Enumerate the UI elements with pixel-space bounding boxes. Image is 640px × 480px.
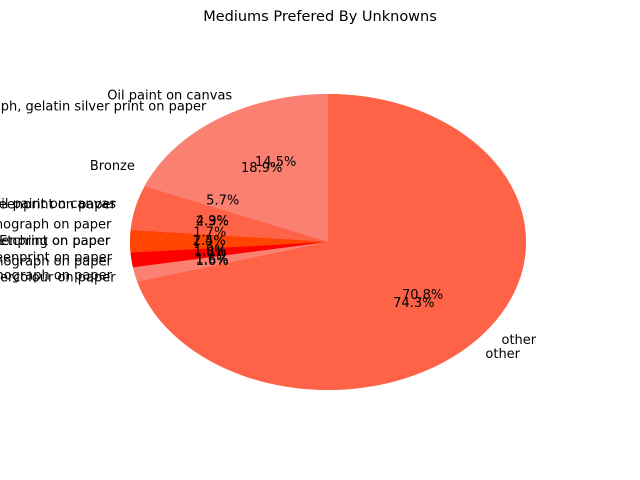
slice-pct-1-4: 1.6% xyxy=(196,254,229,269)
slice-label-0-3: Lithograph on paper xyxy=(0,218,112,233)
extra-label-0: Screenprint on paper xyxy=(0,251,113,266)
chart-title: Mediums Prefered By Unknowns xyxy=(203,9,437,25)
pie-slices xyxy=(129,93,527,391)
slice-label-1-5: other xyxy=(502,333,537,348)
extra-pct-0: 1.9% xyxy=(193,244,226,259)
slice-label-1-3: Lithograph on paper xyxy=(0,254,112,269)
slice-pct-1-0: 18.9% xyxy=(241,161,282,176)
slice-label-0-5: other xyxy=(485,347,520,362)
pie-slice-1-1 xyxy=(130,186,328,242)
slice-label-0-2: Screenprint on paper xyxy=(0,198,117,213)
slice-label-1-1: Oil paint on canvas xyxy=(0,197,116,212)
slice-pct-0-2: 2.3% xyxy=(196,214,229,229)
slice-label-1-0: Photograph, gelatin silver print on pape… xyxy=(0,100,207,115)
slice-pct-0-1: 5.7% xyxy=(206,193,239,208)
slice-label-0-4: Etching on paper xyxy=(0,234,111,249)
slice-pct-0-3: 1.7% xyxy=(193,225,226,240)
slice-pct-1-2: 2.4% xyxy=(193,234,226,249)
slice-label-1-2: Screenprint on paper xyxy=(0,234,111,249)
slice-label-0-0: Oil paint on canvas xyxy=(107,88,232,103)
pie-slice-1-5 xyxy=(137,94,527,391)
slice-pct-1-3: 1.6% xyxy=(194,245,227,260)
pie-slice-1-4 xyxy=(132,242,328,282)
slice-pct-1-1: 4.9% xyxy=(196,214,229,229)
slice-pct-0-5: 74.3% xyxy=(393,296,434,311)
pie-slice-1-2 xyxy=(129,230,328,253)
slice-pct-1-5: 70.8% xyxy=(402,288,443,303)
slice-pct-0-0: 14.5% xyxy=(255,155,296,170)
extra-label-1: Lithograph on paper xyxy=(0,269,113,284)
pie-slice-1-3 xyxy=(130,242,328,268)
slice-label-0-1: Bronze xyxy=(90,159,135,174)
slice-pct-0-4: 1.5% xyxy=(193,234,226,249)
pie-slice-1-0 xyxy=(144,93,328,242)
extra-pct-1: 1.6% xyxy=(195,253,228,268)
slice-label-1-4: Watercolour on paper xyxy=(0,270,116,285)
pie-labels: Oil paint on canvas 14.5% Bronze 5.7% Screen… xyxy=(0,88,537,362)
